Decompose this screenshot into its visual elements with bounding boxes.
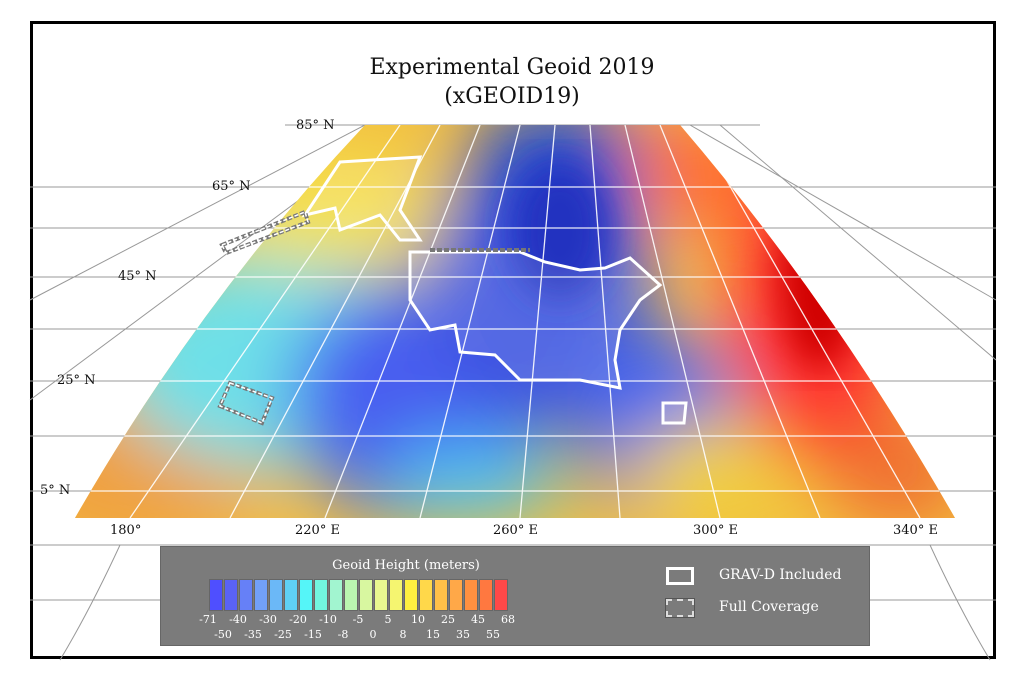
grav-d-key-label: GRAV-D Included bbox=[719, 567, 842, 583]
legend-tick-label: -8 bbox=[337, 628, 349, 641]
legend-tick-label: 15 bbox=[426, 628, 440, 641]
legend-swatch bbox=[389, 579, 403, 611]
full-coverage-key-icon bbox=[665, 598, 695, 618]
legend-swatch bbox=[374, 579, 388, 611]
legend-tick-label: 5 bbox=[384, 613, 392, 626]
legend-tick-label: -20 bbox=[289, 613, 307, 626]
legend-tick-label: -30 bbox=[259, 613, 277, 626]
full-coverage-region-highlights bbox=[219, 211, 309, 424]
lon-label: 340° E bbox=[893, 523, 938, 538]
legend-swatch bbox=[359, 579, 373, 611]
lon-label: 300° E bbox=[693, 523, 738, 538]
legend-tick-label: 55 bbox=[486, 628, 500, 641]
legend-tick-label: -15 bbox=[304, 628, 322, 641]
legend-swatch bbox=[404, 579, 418, 611]
legend-tick-label: -25 bbox=[274, 628, 292, 641]
grav-d-region-alaska bbox=[301, 155, 423, 242]
legend-swatch bbox=[329, 579, 343, 611]
legend-tick-label: -35 bbox=[244, 628, 262, 641]
lat-label: 5° N bbox=[40, 483, 71, 498]
legend-tick-label: -71 bbox=[199, 613, 217, 626]
legend-swatch bbox=[434, 579, 448, 611]
legend-swatch bbox=[254, 579, 268, 611]
grav-d-region-caribbean bbox=[661, 401, 688, 425]
grav-d-regions bbox=[301, 155, 688, 425]
legend-tick-label: -40 bbox=[229, 613, 247, 626]
full-coverage-key-label: Full Coverage bbox=[719, 599, 819, 615]
legend-tick-label: 45 bbox=[471, 613, 485, 626]
legend-swatch bbox=[224, 579, 238, 611]
legend-swatch bbox=[269, 579, 283, 611]
legend-tick-label: -50 bbox=[214, 628, 232, 641]
map-subtitle: (xGEOID19) bbox=[444, 84, 580, 109]
map-frame bbox=[30, 21, 996, 659]
lon-label: 220° E bbox=[295, 523, 340, 538]
legend-swatch bbox=[479, 579, 493, 611]
lon-label: 260° E bbox=[493, 523, 538, 538]
legend-swatch bbox=[299, 579, 313, 611]
legend-swatch bbox=[314, 579, 328, 611]
lon-label: 180° bbox=[110, 523, 142, 538]
legend-tick-label: 68 bbox=[501, 613, 515, 626]
legend-swatch bbox=[419, 579, 433, 611]
legend-swatch bbox=[494, 579, 508, 611]
legend-tick-label: 10 bbox=[411, 613, 425, 626]
grav-d-key-icon bbox=[666, 567, 694, 585]
legend-tick-label: -10 bbox=[319, 613, 337, 626]
legend-tick-label: 25 bbox=[441, 613, 455, 626]
grav-d-region-conus bbox=[408, 250, 663, 390]
legend-swatch bbox=[464, 579, 478, 611]
lat-label: 85° N bbox=[296, 118, 335, 133]
legend-tick-label: 35 bbox=[456, 628, 470, 641]
legend-swatch bbox=[284, 579, 298, 611]
lat-label: 45° N bbox=[118, 269, 157, 284]
legend-swatch bbox=[344, 579, 358, 611]
legend-swatch bbox=[239, 579, 253, 611]
legend-swatch bbox=[209, 579, 223, 611]
legend-title: Geoid Height (meters) bbox=[332, 558, 480, 573]
legend-tick-label: 0 bbox=[369, 628, 377, 641]
map-title: Experimental Geoid 2019 bbox=[369, 55, 655, 80]
lat-label: 25° N bbox=[57, 373, 96, 388]
legend: Geoid Height (meters) -71 -50 -40 -35 -30 -25… bbox=[160, 546, 870, 646]
legend-tick-label: 8 bbox=[399, 628, 407, 641]
legend-tick-label: -5 bbox=[352, 613, 364, 626]
legend-swatch bbox=[449, 579, 463, 611]
lat-label: 65° N bbox=[212, 179, 251, 194]
